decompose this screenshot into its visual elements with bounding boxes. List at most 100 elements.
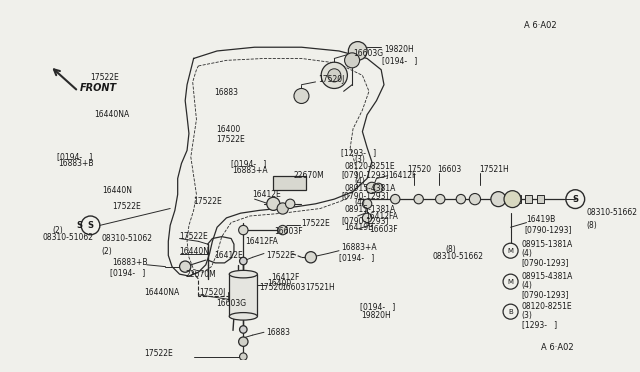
Text: 16603: 16603 (437, 165, 461, 174)
Text: S: S (572, 195, 579, 203)
Circle shape (239, 257, 247, 265)
Text: 17522E: 17522E (193, 197, 222, 206)
Circle shape (390, 195, 400, 204)
Text: 08915-1381A: 08915-1381A (345, 205, 396, 214)
Text: (4): (4) (522, 249, 532, 258)
Text: (3): (3) (355, 155, 365, 164)
Text: (4): (4) (522, 281, 532, 290)
Circle shape (285, 199, 295, 208)
Bar (273, 176, 306, 190)
Text: [0790-1293]: [0790-1293] (341, 170, 388, 179)
Circle shape (414, 195, 424, 204)
Circle shape (305, 251, 316, 263)
Text: 16440NA: 16440NA (144, 288, 179, 297)
Text: 17521H: 17521H (306, 283, 335, 292)
Text: 16440N: 16440N (102, 186, 132, 195)
Text: 16603G: 16603G (353, 49, 383, 58)
Text: 17522E: 17522E (301, 219, 330, 228)
Text: S: S (88, 221, 93, 230)
Text: [1293-   ]: [1293- ] (522, 320, 557, 329)
Text: 08120-8251E: 08120-8251E (345, 162, 396, 171)
Text: (4): (4) (355, 198, 365, 207)
Text: 08310-51662: 08310-51662 (432, 252, 483, 261)
Text: 16412E: 16412E (214, 251, 243, 260)
Text: [0790-1293]: [0790-1293] (341, 216, 388, 225)
Text: 08310-51062: 08310-51062 (42, 233, 93, 242)
Circle shape (294, 89, 309, 103)
Text: 17520: 17520 (259, 283, 284, 292)
Text: S: S (76, 221, 82, 230)
Circle shape (491, 192, 506, 206)
Text: A 6·A02: A 6·A02 (524, 21, 556, 30)
Text: (8): (8) (586, 221, 597, 230)
Text: 16412F: 16412F (271, 273, 300, 282)
Text: (4): (4) (355, 177, 365, 186)
Text: 16883+B: 16883+B (58, 159, 93, 168)
Text: [0194-   ]: [0194- ] (360, 302, 396, 311)
Text: 16440NA: 16440NA (95, 110, 130, 119)
Text: 16412E: 16412E (253, 190, 282, 199)
Circle shape (321, 62, 348, 89)
Text: 16603: 16603 (282, 283, 306, 292)
Text: B: B (508, 309, 513, 315)
Circle shape (348, 42, 367, 60)
Text: 08915-4381A: 08915-4381A (522, 272, 573, 280)
Text: [1293-   ]: [1293- ] (341, 148, 376, 157)
Text: 17522E: 17522E (90, 73, 119, 82)
Text: (2): (2) (52, 226, 63, 235)
Text: 17522E: 17522E (144, 349, 173, 358)
Text: 19820H: 19820H (384, 45, 413, 54)
Text: (2): (2) (102, 247, 113, 256)
Circle shape (239, 337, 248, 346)
Circle shape (239, 326, 247, 333)
Text: [0194-   ]: [0194- ] (382, 56, 417, 65)
Circle shape (239, 225, 248, 235)
Text: 16400: 16400 (216, 125, 241, 134)
Text: 16412F: 16412F (388, 171, 417, 180)
Circle shape (456, 195, 465, 204)
Text: [0194-   ]: [0194- ] (110, 268, 145, 277)
Bar (513, 195, 521, 203)
Text: 16400: 16400 (268, 279, 292, 288)
Text: [0790-1293]: [0790-1293] (522, 259, 570, 267)
Bar (537, 195, 545, 203)
Circle shape (362, 213, 372, 222)
Text: 08310-51662: 08310-51662 (586, 208, 637, 217)
Ellipse shape (229, 270, 257, 278)
Text: 16603G: 16603G (216, 299, 246, 308)
Text: 17522E: 17522E (113, 202, 141, 211)
Circle shape (328, 69, 341, 82)
Circle shape (239, 353, 247, 360)
Text: M: M (508, 248, 513, 254)
Text: 16883+A: 16883+A (232, 166, 268, 175)
Circle shape (277, 203, 289, 214)
Text: 16412FA: 16412FA (246, 237, 278, 246)
Text: 08310-51062: 08310-51062 (102, 234, 153, 243)
Text: M: M (508, 279, 513, 285)
Text: 16440N: 16440N (180, 247, 209, 256)
Bar (229, 274, 257, 316)
Circle shape (180, 261, 191, 272)
Text: 17520J: 17520J (318, 75, 345, 84)
Circle shape (504, 191, 521, 208)
Circle shape (436, 195, 445, 204)
Circle shape (278, 225, 287, 235)
Text: [0790-1293]: [0790-1293] (525, 225, 572, 234)
Text: FRONT: FRONT (80, 83, 117, 93)
Ellipse shape (229, 312, 257, 320)
Circle shape (366, 182, 378, 193)
Text: A 6·A02: A 6·A02 (541, 343, 573, 352)
Text: [0194-   ]: [0194- ] (339, 253, 374, 262)
Text: (8): (8) (445, 245, 456, 254)
Text: 22670M: 22670M (294, 171, 324, 180)
Text: [0194-   ]: [0194- ] (231, 159, 266, 168)
Circle shape (344, 53, 360, 68)
Text: [0790-1293]: [0790-1293] (522, 290, 570, 299)
Text: 16883+A: 16883+A (341, 243, 376, 252)
Text: 16412FA: 16412FA (365, 212, 398, 221)
Text: 19820H: 19820H (362, 311, 391, 320)
Text: 22670M: 22670M (185, 270, 216, 279)
Text: (3): (3) (522, 311, 532, 320)
Bar (525, 195, 532, 203)
Text: 08915-1381A: 08915-1381A (522, 240, 573, 248)
